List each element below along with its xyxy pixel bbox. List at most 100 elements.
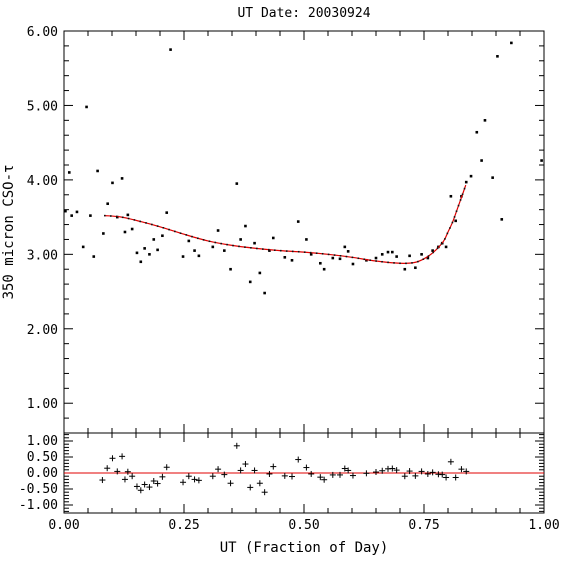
- fit-marker: [156, 225, 159, 227]
- residual-point: [114, 468, 121, 475]
- fit-marker: [405, 262, 407, 265]
- residual-point: [401, 473, 408, 480]
- fit-marker: [333, 254, 336, 256]
- main-plot-frame: [63, 30, 545, 434]
- residual-point: [379, 467, 386, 474]
- data-point: [258, 271, 262, 275]
- residual-point: [119, 453, 126, 460]
- fit-marker: [179, 232, 182, 234]
- fit-marker: [375, 260, 377, 262]
- residual-point: [349, 472, 356, 479]
- residual-point: [281, 472, 288, 479]
- data-point: [305, 238, 308, 241]
- data-point: [449, 194, 453, 198]
- fit-marker: [197, 237, 199, 240]
- residual-point: [154, 480, 161, 487]
- fit-marker: [449, 227, 451, 229]
- data-point: [431, 249, 434, 252]
- residual-point: [180, 479, 187, 486]
- residual-point: [321, 476, 328, 483]
- fit-marker: [417, 260, 419, 263]
- data-point: [111, 181, 114, 185]
- residual-point: [363, 470, 370, 477]
- data-point: [102, 232, 105, 235]
- fit-marker: [440, 243, 443, 245]
- fit-marker: [208, 240, 211, 243]
- fit-marker: [321, 252, 324, 255]
- fit-marker: [285, 250, 288, 252]
- residual-point: [447, 458, 454, 465]
- fit-marker: [297, 250, 300, 253]
- x-tick-label: 0.75: [408, 518, 439, 533]
- fit-curve-markers: [104, 187, 466, 265]
- fit-marker: [191, 235, 193, 238]
- fit-marker: [133, 219, 136, 221]
- residual-point: [317, 474, 324, 481]
- fit-marker: [267, 248, 270, 251]
- y-tick-label: 1.00: [27, 397, 58, 412]
- data-point: [89, 214, 92, 217]
- residual-point: [150, 478, 157, 484]
- fit-marker: [127, 217, 130, 220]
- fit-marker: [174, 230, 176, 233]
- residual-point: [242, 461, 249, 468]
- data-point: [211, 245, 215, 249]
- fit-marker: [115, 215, 118, 218]
- fit-marker: [279, 249, 282, 252]
- fit-marker: [309, 251, 312, 254]
- data-point: [343, 245, 347, 249]
- residual-point: [303, 464, 310, 471]
- fit-marker: [303, 251, 306, 253]
- residual-point: [159, 473, 166, 480]
- residual-point: [124, 468, 131, 475]
- data-point: [148, 253, 151, 256]
- data-point: [248, 280, 252, 284]
- fit-marker: [327, 253, 330, 256]
- y-axis-label: 350 micron CSO-τ: [1, 165, 17, 300]
- residual-point: [141, 481, 148, 488]
- data-point: [229, 267, 232, 271]
- data-point: [197, 254, 201, 258]
- data-point: [216, 229, 220, 232]
- data-point: [143, 247, 146, 250]
- data-point: [426, 256, 430, 260]
- residual-point: [412, 472, 419, 479]
- data-point: [156, 248, 159, 252]
- data-point: [181, 255, 185, 258]
- data-point: [540, 159, 543, 162]
- data-point: [483, 119, 487, 122]
- residual-point: [289, 473, 295, 480]
- data-point: [235, 182, 239, 185]
- fit-marker: [162, 227, 165, 229]
- data-point: [386, 250, 390, 254]
- residual-point: [429, 469, 436, 476]
- residual-point: [133, 483, 140, 490]
- data-point: [491, 176, 494, 179]
- data-point: [454, 219, 457, 223]
- data-point: [135, 251, 139, 255]
- residual-point: [99, 477, 106, 484]
- residual-y-tick-label: 0.00: [27, 466, 58, 481]
- residual-y-tick-label: 1.00: [27, 434, 58, 449]
- fit-marker: [345, 255, 348, 258]
- data-point: [351, 262, 355, 266]
- data-point: [420, 253, 423, 256]
- fit-marker: [444, 238, 446, 240]
- residual-point: [261, 489, 268, 496]
- residual-point: [256, 480, 263, 487]
- data-point: [480, 159, 483, 162]
- data-point: [139, 260, 143, 264]
- y-tick-label: 3.00: [27, 248, 58, 263]
- fit-marker: [432, 251, 435, 254]
- fit-marker: [457, 204, 460, 207]
- data-point: [309, 253, 313, 256]
- residual-point: [295, 456, 302, 463]
- residual-point: [233, 442, 240, 449]
- data-point: [126, 213, 130, 217]
- residual-point: [227, 480, 234, 487]
- fit-marker: [387, 261, 389, 264]
- fit-marker: [339, 254, 342, 257]
- data-point: [395, 255, 398, 258]
- residual-y-tick-label: -0.50: [19, 482, 58, 497]
